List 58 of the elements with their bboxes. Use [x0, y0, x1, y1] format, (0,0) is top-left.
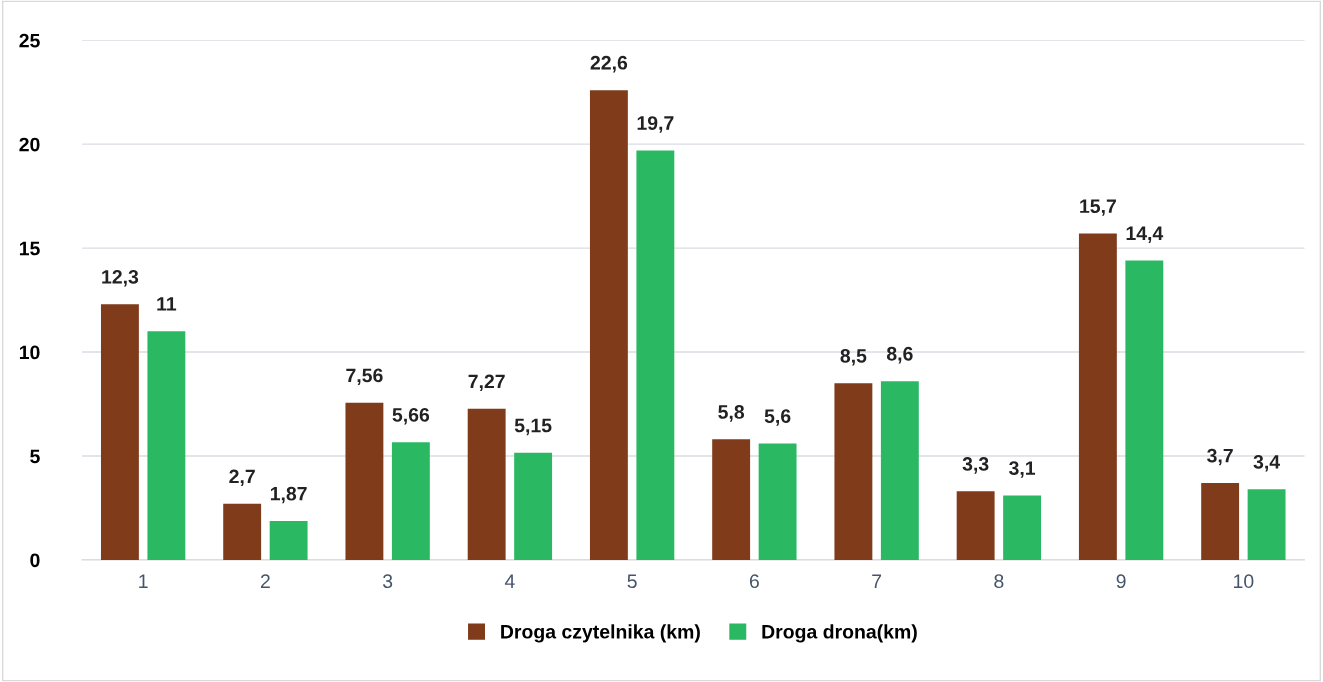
data-label: 11 [157, 297, 177, 311]
data-label: 8,5 [840, 348, 867, 366]
bar [269, 521, 308, 560]
bar [956, 491, 995, 560]
bar [100, 304, 139, 560]
y-tick-label: 15 [19, 241, 40, 256]
data-label: 5,8 [718, 405, 745, 422]
data-label: 3,1 [1009, 461, 1036, 478]
bar [147, 331, 186, 560]
y-tick-label: 5 [30, 449, 40, 464]
bar [1201, 483, 1240, 560]
bar [223, 503, 262, 560]
data-label: 5,6 [764, 409, 791, 426]
data-label: 1,87 [270, 486, 307, 504]
bar [636, 150, 675, 560]
bar [1125, 260, 1164, 560]
x-tick-label: 3 [382, 574, 393, 589]
data-label: 2,7 [229, 469, 255, 487]
data-label: 19,7 [637, 116, 674, 133]
data-label: 3,7 [1207, 448, 1233, 466]
data-label: 7,56 [346, 368, 383, 386]
x-tick-label: 5 [627, 574, 637, 589]
data-label: 15,7 [1080, 199, 1116, 216]
data-label: 3,3 [962, 457, 989, 474]
data-label: 7,27 [468, 374, 505, 392]
bar [880, 381, 919, 560]
bar [1247, 489, 1286, 560]
bar [391, 442, 430, 560]
bar [834, 383, 873, 560]
bar [467, 408, 506, 560]
x-tick-label: 2 [260, 574, 270, 588]
y-tick-label: 25 [19, 33, 40, 48]
bar [1078, 233, 1117, 560]
data-label: 22,6 [590, 55, 628, 73]
data-label: 14,4 [1126, 226, 1164, 243]
y-tick-label: 0 [30, 553, 40, 568]
x-tick-label: 8 [994, 574, 1004, 589]
x-tick-label: 9 [1116, 574, 1126, 589]
x-tick-label: 7 [872, 574, 882, 588]
bar [1003, 495, 1042, 560]
data-label: 5,15 [514, 418, 552, 436]
y-tick-label: 20 [19, 137, 40, 152]
data-label: 3,4 [1253, 454, 1280, 472]
bar [589, 90, 628, 560]
data-label: 8,6 [886, 346, 913, 364]
legend-label: Droga drona(km) [762, 624, 917, 643]
x-tick-label: 6 [749, 574, 759, 589]
x-tick-label: 4 [504, 574, 515, 588]
bar [712, 439, 751, 560]
data-label: 12,3 [102, 269, 139, 287]
x-tick-label: 1 [139, 574, 148, 588]
x-tick-label: 10 [1234, 574, 1254, 589]
bar [345, 402, 384, 560]
data-label: 5,66 [392, 407, 430, 425]
legend-label: Droga czytelnika (km) [501, 624, 700, 643]
bar [514, 452, 553, 560]
bar [758, 443, 797, 560]
y-tick-label: 10 [19, 345, 40, 360]
